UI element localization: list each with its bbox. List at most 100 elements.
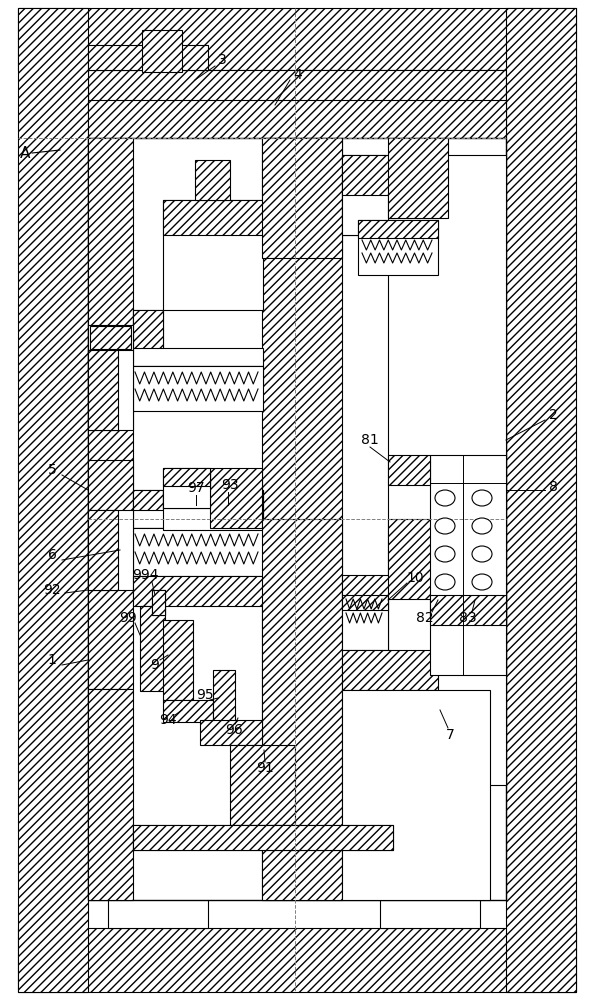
Bar <box>213 670 235 725</box>
Bar <box>388 455 430 485</box>
Ellipse shape <box>472 574 492 590</box>
Bar <box>342 590 388 650</box>
Text: 7: 7 <box>446 728 454 742</box>
Bar <box>163 490 263 530</box>
Bar <box>18 928 576 992</box>
Bar <box>133 510 263 528</box>
Bar <box>342 650 438 690</box>
Text: 8: 8 <box>549 480 557 494</box>
Bar <box>230 745 295 825</box>
Bar <box>200 720 262 745</box>
Text: 5: 5 <box>48 463 56 477</box>
Bar <box>88 138 506 900</box>
Text: 93: 93 <box>221 478 239 492</box>
Bar <box>358 220 438 275</box>
Bar <box>133 490 163 520</box>
Bar <box>133 366 263 384</box>
Text: 96: 96 <box>225 723 243 737</box>
Bar <box>152 590 165 615</box>
Text: 10: 10 <box>406 571 424 585</box>
Bar <box>163 468 210 508</box>
Bar <box>142 30 182 72</box>
Ellipse shape <box>435 546 455 562</box>
Bar <box>506 8 576 992</box>
Ellipse shape <box>472 546 492 562</box>
Text: 83: 83 <box>459 611 477 625</box>
Bar <box>108 895 208 928</box>
Bar <box>388 138 448 218</box>
Bar <box>342 690 490 900</box>
Bar <box>133 366 263 411</box>
Bar <box>210 468 262 528</box>
Bar <box>133 528 263 576</box>
Ellipse shape <box>435 518 455 534</box>
Bar <box>262 138 342 258</box>
Bar <box>88 100 506 138</box>
Bar <box>88 460 133 519</box>
Bar <box>262 519 342 900</box>
Bar <box>195 160 230 200</box>
Bar <box>88 325 133 350</box>
Bar <box>133 528 263 546</box>
Bar <box>88 45 208 70</box>
Bar <box>18 8 576 70</box>
Text: 3: 3 <box>217 53 226 67</box>
Bar <box>342 190 388 235</box>
Bar <box>388 519 448 599</box>
Bar <box>88 70 506 102</box>
Bar <box>133 310 163 350</box>
Text: 81: 81 <box>361 433 379 447</box>
Text: 97: 97 <box>187 481 205 495</box>
Bar <box>88 350 118 430</box>
Bar <box>163 620 193 700</box>
Bar <box>88 138 133 338</box>
Bar <box>152 590 165 615</box>
Text: 4: 4 <box>293 68 302 82</box>
Bar <box>18 8 88 992</box>
Bar <box>163 200 263 235</box>
Ellipse shape <box>435 574 455 590</box>
Bar <box>90 326 131 349</box>
Bar <box>163 200 263 310</box>
Bar <box>430 455 506 675</box>
Text: 6: 6 <box>48 548 56 562</box>
Bar <box>88 689 133 900</box>
Bar <box>342 155 438 195</box>
Text: 91: 91 <box>256 761 274 775</box>
Bar <box>133 825 393 850</box>
Text: 99: 99 <box>119 611 137 625</box>
Bar <box>140 606 165 691</box>
Bar <box>88 338 133 519</box>
Bar <box>163 700 213 722</box>
Bar <box>88 510 133 590</box>
Bar <box>380 895 480 928</box>
Text: 94: 94 <box>159 713 177 727</box>
Text: 1: 1 <box>48 653 56 667</box>
Text: 2: 2 <box>549 408 557 422</box>
Text: 994: 994 <box>132 568 158 582</box>
Bar <box>133 310 163 350</box>
Text: 92: 92 <box>43 583 61 597</box>
Bar <box>388 155 506 785</box>
Text: A: A <box>20 145 30 160</box>
Bar <box>163 490 263 508</box>
Bar <box>133 348 263 366</box>
Bar <box>133 825 393 850</box>
Bar <box>88 350 133 430</box>
Bar <box>358 220 438 238</box>
Bar <box>430 595 506 625</box>
Bar <box>133 576 263 606</box>
Text: 9: 9 <box>150 658 159 672</box>
Text: 82: 82 <box>416 611 434 625</box>
Bar <box>342 590 388 610</box>
Bar <box>88 519 133 689</box>
Bar <box>342 575 438 595</box>
Bar <box>133 490 163 520</box>
Bar <box>342 155 388 235</box>
Ellipse shape <box>435 490 455 506</box>
Bar <box>163 468 210 486</box>
Text: 95: 95 <box>196 688 214 702</box>
Bar <box>262 138 342 900</box>
Bar <box>88 510 118 590</box>
Ellipse shape <box>472 518 492 534</box>
